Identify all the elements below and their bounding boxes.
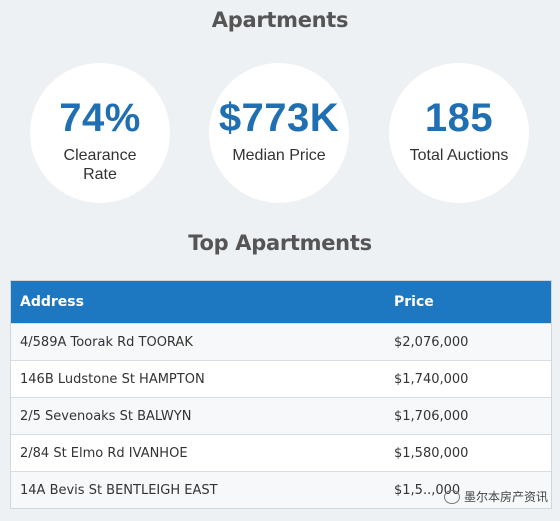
stat-label: Median Price: [232, 147, 326, 164]
top-apartments-table: Address Price 4/589A Toorak Rd TOORAK $2…: [10, 280, 552, 509]
table-row: 4/589A Toorak Rd TOORAK $2,076,000: [11, 323, 551, 360]
stat-value: 74%: [59, 96, 141, 140]
price-cell: $1,706,000: [394, 408, 469, 424]
stat-median-price: $773K Median Price: [209, 63, 349, 203]
price-cell: $1,740,000: [394, 371, 469, 387]
address-cell: 4/589A Toorak Rd TOORAK: [20, 334, 193, 350]
column-header-address: Address: [20, 294, 84, 310]
wechat-icon: [443, 489, 460, 504]
address-cell: 146B Ludstone St HAMPTON: [20, 371, 205, 387]
table-row: 146B Ludstone St HAMPTON $1,740,000: [11, 360, 551, 397]
stat-value: $773K: [218, 96, 340, 140]
price-cell: $1,580,000: [394, 445, 469, 461]
page-title: Apartments: [211, 8, 349, 32]
table-row: 14A Bevis St BENTLEIGH EAST $1,5..,000: [11, 471, 551, 508]
price-cell: $2,076,000: [394, 334, 469, 350]
section-title: Top Apartments: [188, 231, 372, 255]
watermark: 墨尔本房产资讯: [443, 488, 548, 505]
stat-value: 185: [424, 96, 494, 140]
address-cell: 2/5 Sevenoaks St BALWYN: [20, 408, 192, 424]
table-body: 4/589A Toorak Rd TOORAK $2,076,000 146B …: [11, 323, 551, 508]
stat-total-auctions: 185 Total Auctions: [389, 63, 529, 203]
stat-label: Total Auctions: [409, 147, 509, 164]
table-row: 2/5 Sevenoaks St BALWYN $1,706,000: [11, 397, 551, 434]
address-cell: 2/84 St Elmo Rd IVANHOE: [20, 445, 188, 461]
table-header: Address Price: [11, 281, 551, 323]
watermark-text: 墨尔本房产资讯: [463, 490, 548, 504]
table-row: 2/84 St Elmo Rd IVANHOE $1,580,000: [11, 434, 551, 471]
address-cell: 14A Bevis St BENTLEIGH EAST: [20, 482, 218, 498]
stat-label: Clearance Rate: [63, 147, 137, 183]
stat-clearance-rate: 74% Clearance Rate: [30, 63, 170, 203]
price-cell: $1,5..,000: [394, 482, 461, 498]
column-header-price: Price: [394, 294, 434, 310]
